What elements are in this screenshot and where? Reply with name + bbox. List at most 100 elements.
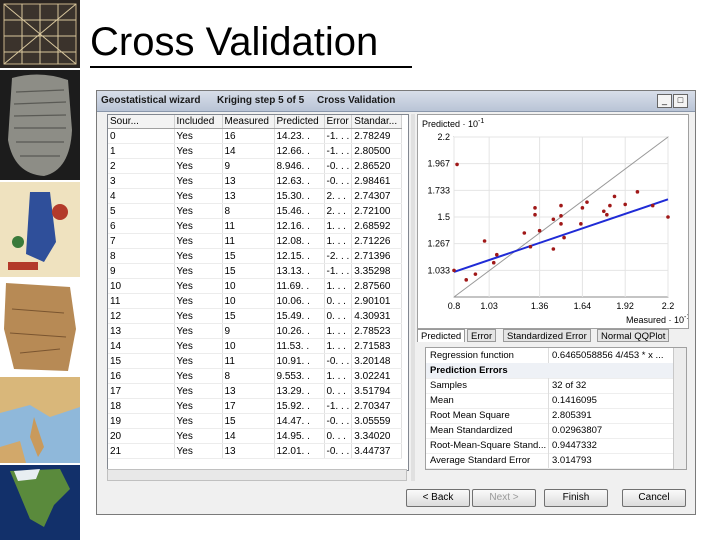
data-point [533,212,537,217]
properties-scrollbar[interactable] [673,348,686,469]
table-row[interactable]: 6 Yes 11 12.16. . 1. . . 2.68592 [108,218,403,234]
table-cell: 15 [222,308,275,324]
table-row[interactable]: 5 Yes 8 15.46. . 2. . . 2.72100 [108,203,403,219]
minimize-button[interactable]: _ [657,94,672,108]
table-cell: 15 [222,413,275,429]
table-cell: 10 [222,293,275,309]
column-header[interactable]: Measured [222,115,275,129]
table-cell: 9 [222,158,275,174]
column-header[interactable]: Predicted [274,115,325,129]
table-row[interactable]: 13 Yes 9 10.26. . 1. . . 2.78523 [108,323,403,339]
table-cell: 8 [222,368,275,384]
table-cell: 19 [108,413,175,429]
table-row[interactable]: 12 Yes 15 15.49. . 0. . . 4.30931 [108,308,403,324]
table-cell: 12.01. . [274,443,325,459]
table-row[interactable]: 16 Yes 8 9.553. . 1. . . 3.02241 [108,368,403,384]
table-cell: -1. . . [324,263,353,279]
table-row[interactable]: 15 Yes 11 10.91. . -0. . . 3.20148 [108,353,403,369]
table-cell: 18 [108,398,175,414]
table-row[interactable]: 10 Yes 10 11.69. . 1. . . 2.87560 [108,278,403,294]
table-cell: 12.15. . [274,248,325,264]
column-header[interactable]: Sour... [108,115,175,129]
data-point [666,215,670,219]
clay-tablet-thumbnail [0,70,80,180]
table-cell: 11.53. . [274,338,325,354]
table-row[interactable]: 3 Yes 13 12.63. . -0. . . 2.98461 [108,173,403,189]
cancel-button[interactable]: Cancel [622,489,686,507]
table-cell: 9.553. . [274,368,325,384]
table-row[interactable]: 21 Yes 13 12.01. . -0. . . 3.44737 [108,443,403,459]
table-row[interactable]: 9 Yes 15 13.13. . -1. . . 3.35298 [108,263,403,279]
table-cell: 0. . . [324,383,353,399]
table-cell: -0. . . [324,443,353,459]
data-point [562,235,566,240]
window-subtitle: Cross Validation [317,95,396,106]
window-titlebar[interactable]: Geostatistical wizard Kriging step 5 of … [97,91,695,112]
column-header[interactable]: Error [324,115,353,129]
data-point [559,203,563,208]
back-button[interactable]: < Back [406,489,470,507]
mediterranean-map-thumbnail [0,377,80,463]
column-header[interactable]: Standar... [351,115,403,129]
table-cell: 15 [108,353,175,369]
table-horizontal-scrollbar[interactable] [107,469,407,481]
table-cell: -1. . . [324,398,353,414]
window-step: Kriging step 5 of 5 [217,95,305,106]
data-point [522,231,527,235]
data-point [559,222,563,226]
property-row[interactable]: Average Standard Error 3.014793 [426,453,674,469]
next-button[interactable]: Next > [472,489,536,507]
table-row[interactable]: 20 Yes 14 14.95. . 0. . . 3.34020 [108,428,403,444]
property-row[interactable]: Mean 0.1416095 [426,393,674,409]
table-cell: 0. . . [324,293,353,309]
table-row[interactable]: 7 Yes 11 12.08. . 1. . . 2.71226 [108,233,403,249]
tab-standardized-error[interactable]: Standardized Error [503,329,591,342]
table-row[interactable]: 17 Yes 13 13.29. . 0. . . 3.51794 [108,383,403,399]
table-cell: 2.71583 [351,338,403,354]
property-value: 32 of 32 [552,380,587,391]
prediction-errors-section[interactable]: Prediction Errors [426,363,674,379]
tab-normal-qqplot[interactable]: Normal QQPlot [597,329,670,342]
y-tick-label: 1.733 [427,185,450,195]
y-tick-label: 1.267 [427,239,450,249]
table-cell: 2.86520 [351,158,403,174]
property-row[interactable]: Root-Mean-Square Stand... 0.9447332 [426,438,674,454]
table-row[interactable]: 11 Yes 10 10.06. . 0. . . 2.90101 [108,293,403,309]
tab-error[interactable]: Error [467,329,497,342]
property-row[interactable]: Mean Standardized 0.02963807 [426,423,674,439]
table-cell: 1. . . [324,338,353,354]
property-key: Average Standard Error [430,455,531,466]
data-point [585,200,589,204]
table-row[interactable]: 1 Yes 14 12.66. . -1. . . 2.80500 [108,143,403,159]
table-cell: 2.71226 [351,233,403,249]
table-cell: 4.30931 [351,308,403,324]
maximize-button[interactable]: □ [673,94,688,108]
regression-function-row[interactable]: Regression function 0.6465058856 4/453 *… [426,348,674,364]
table-row[interactable]: 2 Yes 9 8.946. . -0. . . 2.86520 [108,158,403,174]
table-cell: 10.26. . [274,323,325,339]
table-row[interactable]: 14 Yes 10 11.53. . 1. . . 2.71583 [108,338,403,354]
table-row[interactable]: 19 Yes 15 14.47. . -0. . . 3.05559 [108,413,403,429]
finish-button[interactable]: Finish [544,489,608,507]
cross-validation-table[interactable]: Sour... Included Measured Predicted Error Sta… [107,114,409,471]
table-cell: 1. . . [324,218,353,234]
column-header[interactable]: Included [174,115,223,129]
table-cell: 6 [108,218,175,234]
table-row[interactable]: 4 Yes 13 15.30. . 2. . . 2.74307 [108,188,403,204]
property-row[interactable]: Samples 32 of 32 [426,378,674,394]
table-cell: 12.63. . [274,173,325,189]
table-cell: 9 [222,323,275,339]
tab-predicted[interactable]: Predicted [417,329,466,342]
table-row[interactable]: 8 Yes 15 12.15. . -2. . . 2.71396 [108,248,403,264]
table-cell: 10.91. . [274,353,325,369]
panel-splitter[interactable] [411,114,415,481]
table-cell: 3.20148 [351,353,403,369]
table-cell: Yes [174,158,223,174]
property-row[interactable]: Root Mean Square 2.805391 [426,408,674,424]
table-row[interactable]: 18 Yes 17 15.92. . -1. . . 2.70347 [108,398,403,414]
chart-tabs: Predicted Error Standardized Error Norma… [417,329,689,343]
table-row[interactable]: 0 Yes 16 14.23. . -1. . . 2.78249 [108,128,403,144]
title-underline [90,66,412,68]
table-cell: 13 [222,173,275,189]
data-point [533,206,537,210]
